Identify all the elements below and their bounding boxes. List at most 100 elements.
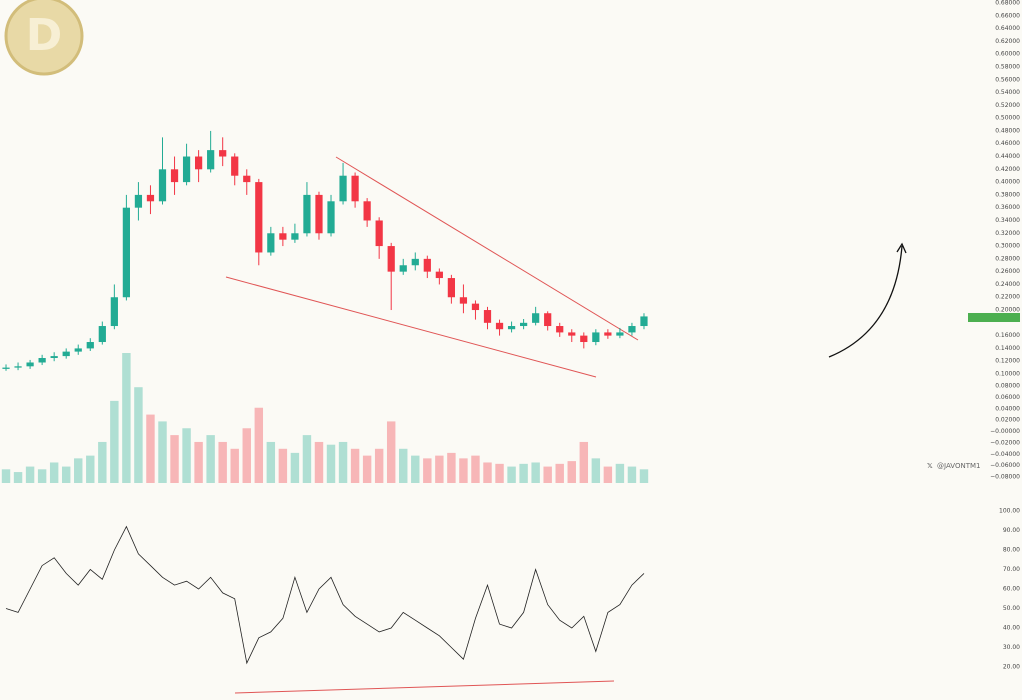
volume-bar xyxy=(13,472,23,483)
candle-body xyxy=(26,362,34,367)
volume-bar xyxy=(435,455,444,483)
rsi-tick-label: 100.00 xyxy=(999,508,1020,515)
candle-body xyxy=(471,303,480,311)
volume-bar xyxy=(230,448,239,483)
rsi-tick-label: 60.00 xyxy=(1003,586,1020,593)
volume-bar xyxy=(627,466,637,483)
candle-body xyxy=(170,169,179,183)
volume-bar xyxy=(507,466,516,483)
candle-body xyxy=(74,348,82,352)
volume-bar xyxy=(146,414,155,483)
candle-body xyxy=(483,310,492,323)
volume-bar xyxy=(411,455,420,483)
volume-bar xyxy=(386,421,396,483)
arrow xyxy=(828,245,903,358)
y-tick-label: 0.32000 xyxy=(995,230,1020,237)
candle-body xyxy=(86,342,94,349)
candle-body xyxy=(520,322,528,327)
volume-bar xyxy=(615,463,625,483)
y2-tick-label: −0.08000 xyxy=(990,474,1020,481)
candle-body xyxy=(98,326,106,343)
y-tick-label: 0.36000 xyxy=(995,204,1020,211)
y-tick-label: 0.42000 xyxy=(995,166,1020,173)
candle-body xyxy=(532,313,540,323)
volume-bar xyxy=(471,455,480,483)
candle-body xyxy=(363,201,371,221)
volume-bar xyxy=(579,441,589,483)
candle-body xyxy=(399,265,407,272)
volume-bar xyxy=(483,462,492,483)
candle-body xyxy=(267,233,275,253)
candle-body xyxy=(146,194,155,202)
volume-bar xyxy=(122,353,131,483)
support-trendline xyxy=(225,276,597,378)
rsi-trendline xyxy=(234,680,615,694)
svg-text:D: D xyxy=(26,10,63,61)
rsi-tick-label: 40.00 xyxy=(1003,625,1020,632)
volume-bar xyxy=(218,441,227,483)
candle-body xyxy=(255,182,263,253)
y-tick-label: 0.40000 xyxy=(995,179,1020,186)
volume-bar xyxy=(326,444,336,483)
volume-bar xyxy=(61,466,71,483)
volume-bar xyxy=(134,387,143,483)
candle-body xyxy=(604,332,612,336)
y-tick-label: 0.16000 xyxy=(995,332,1020,339)
candle-body xyxy=(544,313,552,327)
y-tick-label: 0.56000 xyxy=(995,76,1020,83)
y-tick-label: 0.22000 xyxy=(995,294,1020,301)
volume-bar xyxy=(170,435,179,483)
candle-body xyxy=(447,278,455,298)
candle-body xyxy=(592,332,600,343)
volume-bar xyxy=(182,428,191,483)
candle-body xyxy=(38,358,46,363)
y-tick-label: 0.10000 xyxy=(995,371,1020,378)
watermark: @JAVONTM1 xyxy=(937,462,980,470)
candle-body xyxy=(315,194,323,234)
candle-body xyxy=(387,246,395,272)
candle-body xyxy=(423,258,431,272)
candle-body xyxy=(640,316,648,327)
y-tick-label: 0.50000 xyxy=(995,115,1020,122)
y-tick-label: 0.54000 xyxy=(995,89,1020,96)
volume-bar xyxy=(206,435,215,483)
candle-body xyxy=(327,201,335,234)
rsi-tick-label: 50.00 xyxy=(1003,605,1020,612)
y2-tick-label: 0.08000 xyxy=(995,383,1020,390)
y-tick-label: 0.44000 xyxy=(995,153,1020,160)
candle-body xyxy=(2,367,10,369)
y-tick-label: 0.66000 xyxy=(995,12,1020,19)
y2-tick-label: −0.06000 xyxy=(990,462,1020,469)
candle-body xyxy=(435,271,443,279)
volume-bar xyxy=(290,452,300,483)
candle-body xyxy=(158,169,167,202)
y-tick-label: 0.26000 xyxy=(995,268,1020,275)
logo: D xyxy=(4,0,84,76)
candle-body xyxy=(14,366,22,368)
candle-body xyxy=(243,175,251,183)
volume-bar xyxy=(74,458,83,483)
volume-bar xyxy=(362,455,372,483)
candle-body xyxy=(231,156,239,176)
candle-body xyxy=(568,332,576,336)
volume-bar xyxy=(639,469,649,483)
candle-body xyxy=(375,220,383,247)
y-tick-label: 0.30000 xyxy=(995,243,1020,250)
volume-bar xyxy=(423,458,432,483)
candle-body xyxy=(303,194,311,234)
rsi-line xyxy=(5,525,645,665)
y-tick-label: 0.62000 xyxy=(995,38,1020,45)
y-tick-label: 0.52000 xyxy=(995,102,1020,109)
volume-bar xyxy=(158,421,167,483)
y-tick-label: 0.14000 xyxy=(995,345,1020,352)
y2-tick-label: 0.06000 xyxy=(995,394,1020,401)
x-icon: 𝕏 xyxy=(927,462,933,470)
volume-bar xyxy=(519,463,528,483)
y-tick-label: 0.12000 xyxy=(995,358,1020,365)
y-tick-label: 0.28000 xyxy=(995,255,1020,262)
candle-body xyxy=(182,156,191,183)
y-tick-label: 0.20000 xyxy=(995,307,1020,314)
volume-bar xyxy=(49,462,59,483)
candle-body xyxy=(50,356,58,359)
y-tick-label: 0.48000 xyxy=(995,127,1020,134)
